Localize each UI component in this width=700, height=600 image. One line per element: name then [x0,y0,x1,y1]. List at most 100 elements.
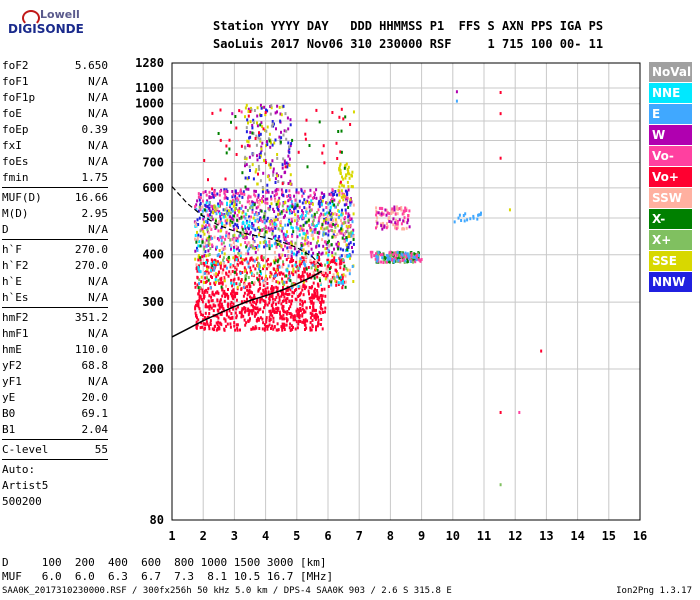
echo-point [261,200,263,204]
echo-point [265,295,268,299]
echo-point [334,223,336,227]
echo-point [390,212,393,215]
echo-point [376,211,379,215]
echo-point [244,323,247,327]
echo-point [275,302,277,306]
echo-point [252,304,254,308]
echo-point [281,324,284,328]
echo-point [198,278,201,282]
echo-point [287,127,290,131]
echo-point [381,227,384,231]
echo-point [256,256,259,260]
echo-point [323,274,326,278]
echo-point [297,284,300,288]
echo-point [283,129,286,133]
echo-point [300,243,303,247]
echo-point [318,251,320,255]
echo-point [317,322,320,325]
echo-point [407,254,410,258]
echo-point [405,226,408,230]
echo-point [271,143,274,147]
echo-point [283,238,286,242]
echo-point [472,216,475,220]
echo-point [222,208,225,212]
echo-point [328,211,331,215]
echo-point [330,193,333,197]
echo-point [220,221,223,225]
echo-point [258,134,261,137]
echo-point [396,219,399,223]
echo-point [211,327,214,331]
echo-point [315,108,318,112]
echo-point [315,325,318,329]
echo-point [343,280,346,284]
echo-point [203,232,206,236]
echo-point [272,277,275,280]
echo-point [203,247,206,251]
param-row: foEs N/A [2,154,108,170]
echo-point [305,285,308,289]
echo-point [249,317,251,321]
echo-point [271,290,274,293]
echo-point [344,163,347,167]
echo-point [410,254,413,258]
echo-point [413,255,416,259]
echo-point [208,223,210,227]
echo-point [326,241,329,244]
echo-point [275,127,277,131]
echo-point [270,106,273,110]
echo-point [322,300,325,304]
echo-point [269,318,272,321]
echo-point [382,222,385,225]
echo-point [297,268,300,272]
echo-point [312,218,315,222]
echo-point [317,258,320,262]
echo-point [255,206,258,210]
echo-point [341,222,344,226]
echo-point [206,276,208,280]
echo-point [263,221,266,225]
echo-point [199,261,202,265]
echo-point [308,144,311,147]
echo-point [283,328,286,331]
echo-point [263,328,266,332]
echo-point [239,261,242,265]
echo-point [207,265,210,269]
echo-point [254,219,257,223]
echo-point [282,193,285,197]
echo-point [236,239,239,243]
echo-point [286,293,289,297]
echo-point [328,239,330,243]
echo-point [349,268,351,272]
echo-point [268,139,271,143]
echo-point [282,305,285,309]
echo-point [292,259,295,262]
echo-point [261,141,264,145]
echo-point [260,292,263,296]
echo-point [229,211,232,215]
echo-point [252,152,255,156]
echo-point [309,188,312,192]
echo-point [225,284,227,288]
echo-point [285,288,288,292]
echo-point [302,301,304,305]
echo-point [251,124,254,127]
echo-point [308,205,311,209]
echo-point [289,288,292,292]
echo-point [302,280,305,284]
echo-point [340,254,343,258]
echo-point [271,225,274,229]
echo-point [289,328,292,332]
echo-point [252,273,255,277]
param-value: 110.0 [74,343,108,356]
echo-point [276,260,279,264]
echo-point [334,225,337,229]
echo-point [213,268,216,272]
echo-point [271,219,273,223]
echo-point [258,274,261,278]
echo-point [334,235,337,239]
echo-point [216,314,219,318]
echo-point [304,200,307,204]
echo-point [205,270,208,274]
y-tick-label: 1280 [135,56,164,70]
